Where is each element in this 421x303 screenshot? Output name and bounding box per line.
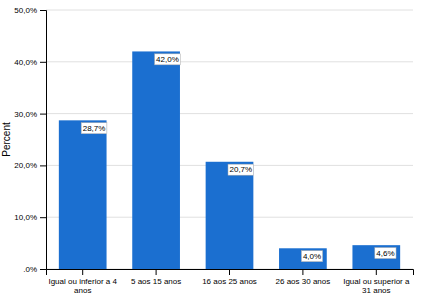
grid [46, 10, 413, 269]
tick-mark [229, 269, 230, 275]
bar [206, 162, 254, 269]
tick-label: 16 aos 25 anos [202, 277, 257, 286]
tick-label: .0% [23, 265, 37, 274]
y-axis: .0% 10,0% 20,0% 30,0% 40,0% 50,0% [14, 6, 46, 274]
y-axis-title: Percent [1, 122, 12, 157]
tick: 40,0% [14, 58, 46, 67]
data-label-box [155, 54, 181, 65]
tick-mark [40, 114, 46, 115]
tick: 20,0% [14, 161, 46, 170]
tick-label-line: Igual ou inferior a 4 [48, 277, 117, 286]
tick-label: 50,0% [14, 6, 37, 15]
tick: 10,0% [14, 213, 46, 222]
data-label: 4,0% [301, 251, 322, 262]
tick-mark [82, 269, 83, 275]
tick-label: 30,0% [14, 110, 37, 119]
data-label-text: 42,0% [156, 55, 179, 64]
tick-mark [302, 269, 303, 275]
tick-mark [40, 217, 46, 218]
tick-label-line: anos [74, 286, 91, 295]
tick: 50,0% [14, 6, 46, 15]
data-label-text: 4,0% [303, 252, 321, 261]
tick: .0% [23, 265, 46, 274]
bar [279, 248, 327, 269]
bar [132, 51, 180, 269]
tick: Igual ou inferior a 4anos [48, 269, 117, 295]
axis-line [40, 11, 47, 270]
data-label: 20,7% [228, 164, 254, 175]
tick-mark [40, 269, 46, 270]
tick: 26 aos 30 anos [276, 269, 331, 286]
bar [352, 245, 400, 269]
tick: 30,0% [14, 110, 46, 119]
bars [59, 51, 400, 269]
bar [59, 120, 107, 269]
tick-mark [40, 62, 46, 63]
data-label-box [81, 123, 107, 134]
axis-line [47, 270, 414, 276]
x-axis: Igual ou inferior a 4anos 5 aos 15 anos 16… [47, 269, 414, 295]
tick-label: 26 aos 30 anos [276, 277, 331, 286]
tick-mark [376, 269, 377, 275]
tick-label: Igual ou superior a31 anos [343, 277, 410, 296]
tick: 5 aos 15 anos [131, 269, 181, 286]
tick-label-line: 26 aos 30 anos [276, 277, 331, 286]
tick-mark [40, 10, 46, 11]
data-label-text: 4,6% [376, 249, 394, 258]
grid-line [46, 10, 413, 11]
tick-label-line: 5 aos 15 anos [131, 277, 181, 286]
grid-line [46, 113, 413, 114]
data-label-text: 28,7% [83, 124, 106, 133]
grid-line [46, 61, 413, 62]
data-labels: 28,7% 42,0% 20,7% 4,0% 4,6% [81, 54, 396, 262]
plot: .0% 10,0% 20,0% 30,0% 40,0% 50,0% Igual ou inf… [1, 6, 414, 295]
data-label-box [375, 248, 396, 259]
tick-label-line: 16 aos 25 anos [202, 277, 257, 286]
data-label: 4,6% [375, 248, 396, 259]
tick: 16 aos 25 anos [202, 269, 257, 286]
data-label: 42,0% [155, 54, 181, 65]
tick-label: 10,0% [14, 213, 37, 222]
tick-label: 20,0% [14, 161, 37, 170]
data-label-text: 20,7% [230, 165, 253, 174]
data-label-box [228, 164, 254, 175]
tick-label: 40,0% [14, 58, 37, 67]
tick-label-line: Igual ou superior a [343, 277, 410, 286]
tick-mark [156, 269, 157, 275]
tick: Igual ou superior a31 anos [343, 269, 410, 295]
data-label: 28,7% [81, 123, 107, 134]
tick-label: Igual ou inferior a 4anos [48, 277, 117, 296]
tick-label-line: 31 anos [362, 286, 390, 295]
tick-label: 5 aos 15 anos [131, 277, 181, 286]
chart: .0% 10,0% 20,0% 30,0% 40,0% 50,0% Igual ou inf… [0, 0, 421, 303]
data-label-box [301, 251, 322, 262]
tick-mark [40, 165, 46, 166]
